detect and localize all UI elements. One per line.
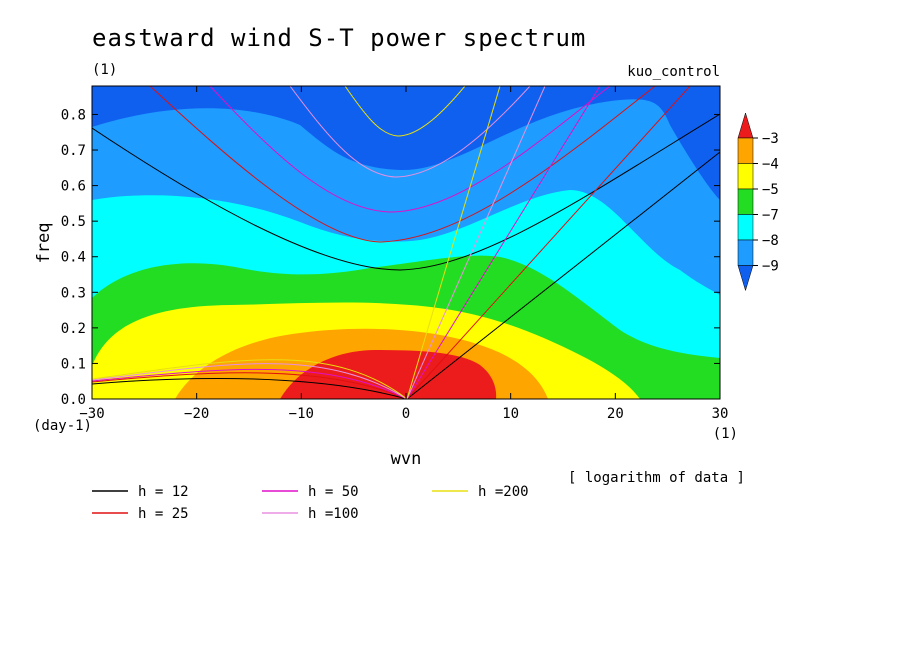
colorbar-note: [ logarithm of data ]	[568, 470, 745, 486]
colorbar-top-arrow	[737, 112, 754, 139]
legend-label: h = 12	[138, 484, 189, 500]
x-axis: −30 −20 −10 0 10 20 30	[79, 86, 728, 422]
curve-h100-upper	[289, 86, 531, 178]
colorbar-bottom-arrow	[737, 265, 754, 292]
y-unit-label: (day-1)	[33, 418, 92, 434]
chart-title: eastward wind S-T power spectrum	[92, 24, 586, 52]
y-axis: 0.0 0.1 0.2 0.3 0.4 0.5 0.6 0.7 0.8	[61, 107, 720, 408]
curve-h25-kelvin	[406, 86, 691, 399]
colorbar-label: −9	[762, 259, 779, 275]
curve-h12-low	[92, 377, 408, 399]
dispersion-curves	[92, 86, 720, 399]
x-unit-label: (1)	[713, 426, 738, 442]
colorbar-box	[737, 239, 754, 266]
colorbar-label: −3	[762, 131, 779, 147]
y-tick-label: 0.1	[61, 356, 86, 372]
y-tick-label: 0.4	[61, 250, 86, 266]
y-axis-label: freq	[34, 223, 54, 264]
legend-label: h = 50	[308, 484, 359, 500]
curve-h12-kelvin	[406, 151, 720, 399]
colorbar-box	[737, 188, 754, 215]
curve-h25-upper	[149, 86, 656, 243]
chart-subtitle-right: kuo_control	[627, 64, 720, 80]
y-tick-label: 0.5	[61, 214, 86, 230]
band-gt-3	[280, 350, 497, 399]
colorbar-box	[737, 163, 754, 190]
curve-h100-low	[92, 363, 408, 399]
y-tick-label: 0.3	[61, 285, 86, 301]
curve-h200-upper	[344, 86, 466, 137]
curve-h25-low	[92, 372, 408, 399]
curve-h200-low	[92, 359, 408, 399]
legend-label: h =200	[478, 484, 529, 500]
curve-h100-kelvin	[406, 86, 546, 399]
curve-h50-kelvin	[406, 86, 601, 399]
curve-h200-kelvin	[406, 86, 501, 399]
x-tick-label: 30	[712, 406, 729, 422]
x-axis-label: wvn	[391, 449, 422, 469]
colorbar-box	[737, 214, 754, 241]
x-tick-label: 0	[402, 406, 410, 422]
colorbar-box	[737, 137, 754, 164]
x-tick-label: 20	[607, 406, 624, 422]
curve-h50-upper	[209, 86, 611, 213]
colorbar-label: −5	[762, 182, 779, 198]
contour-field	[92, 86, 720, 399]
curve-h50-low	[92, 368, 408, 399]
y-tick-label: 0.6	[61, 179, 86, 195]
legend: h = 12 h = 25 h = 50 h =100 h =200	[92, 484, 529, 522]
x-tick-label: −10	[289, 406, 314, 422]
legend-label: h =100	[308, 506, 359, 522]
x-tick-label: −30	[79, 406, 104, 422]
colorbar: −3 −4 −5 −7 −8 −9	[737, 112, 779, 292]
x-tick-label: 10	[502, 406, 519, 422]
colorbar-label: −8	[762, 233, 779, 249]
x-tick-label: −20	[184, 406, 209, 422]
colorbar-label: −7	[762, 208, 779, 224]
chart-subtitle-left: (1)	[92, 62, 117, 78]
y-tick-label: 0.0	[61, 392, 86, 408]
y-tick-label: 0.8	[61, 107, 86, 123]
y-tick-label: 0.2	[61, 321, 86, 337]
legend-label: h = 25	[138, 506, 189, 522]
y-tick-label: 0.7	[61, 143, 86, 159]
colorbar-label: −4	[762, 157, 779, 173]
curve-h12-upper	[92, 113, 720, 271]
